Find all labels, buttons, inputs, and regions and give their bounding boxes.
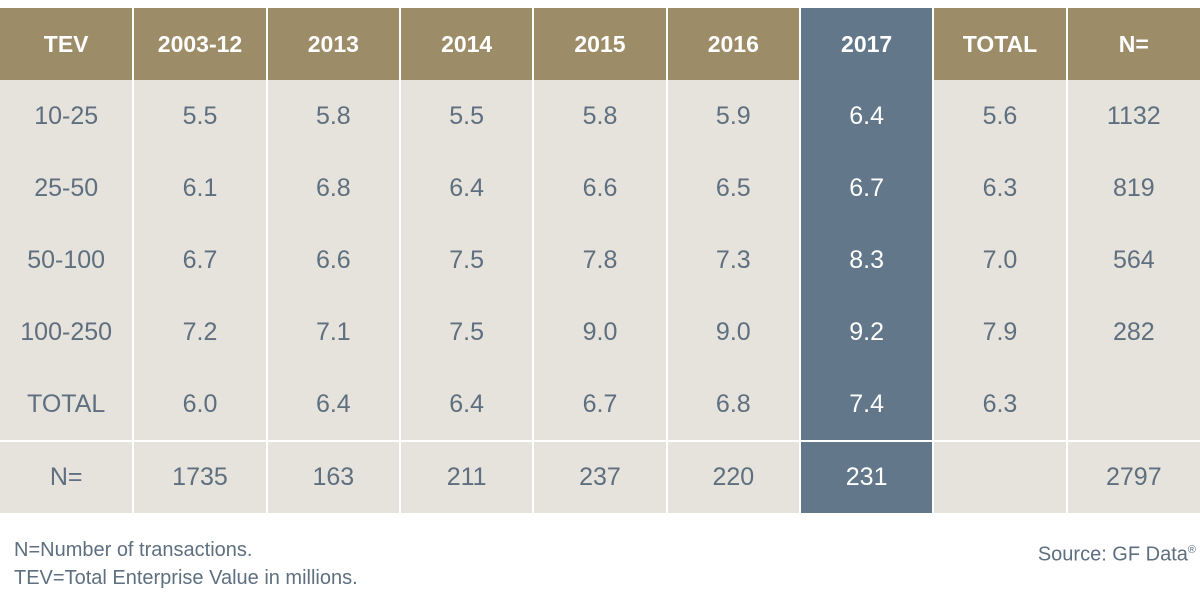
table-row: 50-100 6.7 6.6 7.5 7.8 7.3 8.3 7.0 564 [0, 224, 1200, 296]
header-cell-2015: 2015 [532, 8, 668, 80]
table-cell: 7.5 [398, 296, 535, 368]
row-label-cell: TOTAL [0, 368, 135, 441]
table-cell: 5.9 [665, 80, 801, 152]
footnote-n: N=Number of transactions. [14, 539, 253, 561]
highlight-cell: 6.4 [798, 80, 935, 152]
source-note: Source: GF Data® [1038, 536, 1196, 569]
table-cell: 7.3 [665, 224, 801, 296]
table-cell: 2797 [1065, 440, 1200, 513]
table-cell: 163 [265, 440, 401, 513]
table-cell: 7.5 [398, 224, 535, 296]
table-cell: 5.8 [532, 80, 668, 152]
table-cell: 7.0 [932, 224, 1068, 296]
highlight-cell: 6.7 [798, 152, 935, 224]
table-cell: 6.7 [132, 224, 268, 296]
table-cell: 1735 [132, 440, 268, 513]
table-cell: 7.1 [265, 296, 401, 368]
header-cell-2016: 2016 [665, 8, 801, 80]
table-cell: 7.9 [932, 296, 1068, 368]
header-cell-2013: 2013 [265, 8, 401, 80]
table-cell: 237 [532, 440, 668, 513]
table-cell [1065, 368, 1200, 441]
header-row: TEV 2003-12 2013 2014 2015 2016 2017 TOT… [0, 8, 1200, 80]
header-cell-2017: 2017 [798, 8, 935, 80]
table-row: 10-25 5.5 5.8 5.5 5.8 5.9 6.4 5.6 1132 [0, 80, 1200, 152]
table-cell: 7.8 [532, 224, 668, 296]
header-cell-n: N= [1065, 8, 1200, 80]
highlight-cell: 8.3 [798, 224, 935, 296]
table-cell: 6.3 [932, 152, 1068, 224]
table-cell: 6.3 [932, 368, 1068, 441]
table-row-total: TOTAL 6.0 6.4 6.4 6.7 6.8 7.4 6.3 [0, 368, 1200, 441]
table-cell [932, 440, 1068, 513]
table-cell: 5.6 [932, 80, 1068, 152]
table-cell: 7.2 [132, 296, 268, 368]
table-cell: 6.4 [398, 152, 535, 224]
header-cell-tev: TEV [0, 8, 135, 80]
tev-multiples-table: TEV 2003-12 2013 2014 2015 2016 2017 TOT… [0, 8, 1200, 513]
table-cell: 819 [1065, 152, 1200, 224]
highlight-cell: 9.2 [798, 296, 935, 368]
table-cell: 6.1 [132, 152, 268, 224]
table-cell: 6.7 [532, 368, 668, 441]
header-cell-total: TOTAL [932, 8, 1068, 80]
table-cell: 220 [665, 440, 801, 513]
table-cell: 5.5 [132, 80, 268, 152]
table-row-n: N= 1735 163 211 237 220 231 2797 [0, 440, 1200, 513]
row-label-cell: 100-250 [0, 296, 135, 368]
header-cell-2014: 2014 [398, 8, 535, 80]
table-row: 25-50 6.1 6.8 6.4 6.6 6.5 6.7 6.3 819 [0, 152, 1200, 224]
table-cell: 5.8 [265, 80, 401, 152]
table-cell: 6.8 [265, 152, 401, 224]
table-cell: 6.4 [265, 368, 401, 441]
table-cell: 9.0 [532, 296, 668, 368]
row-label-cell: N= [0, 440, 135, 513]
table-cell: 6.8 [665, 368, 801, 441]
table-cell: 1132 [1065, 80, 1200, 152]
table-cell: 6.5 [665, 152, 801, 224]
table-cell: 6.6 [532, 152, 668, 224]
table-cell: 282 [1065, 296, 1200, 368]
row-label-cell: 25-50 [0, 152, 135, 224]
table-cell: 6.0 [132, 368, 268, 441]
table-cell: 9.0 [665, 296, 801, 368]
table-row: 100-250 7.2 7.1 7.5 9.0 9.0 9.2 7.9 282 [0, 296, 1200, 368]
highlight-cell: 231 [798, 440, 935, 513]
table-cell: 6.4 [398, 368, 535, 441]
footnote-tev: TEV=Total Enterprise Value in millions. [14, 567, 358, 589]
row-label-cell: 50-100 [0, 224, 135, 296]
table-cell: 6.6 [265, 224, 401, 296]
registered-mark: ® [1187, 544, 1196, 556]
source-text: Source: GF Data [1037, 543, 1188, 566]
header-cell-2003-12: 2003-12 [132, 8, 268, 80]
table-cell: 5.5 [398, 80, 535, 152]
table-cell: 564 [1065, 224, 1200, 296]
footnotes: N=Number of transactions. TEV=Total Ente… [14, 536, 358, 592]
row-label-cell: 10-25 [0, 80, 135, 152]
table-cell: 211 [398, 440, 535, 513]
highlight-cell: 7.4 [798, 368, 935, 441]
